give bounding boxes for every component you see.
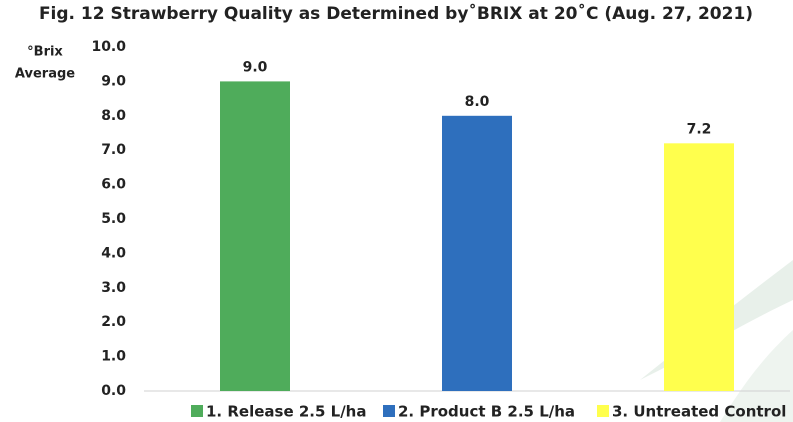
legend-label: 2. Product B 2.5 L/ha — [398, 403, 575, 421]
data-label: 8.0 — [465, 94, 490, 110]
bar — [664, 143, 734, 391]
legend-label: 3. Untreated Control — [612, 403, 786, 421]
y-tick-label: 10.0 — [91, 39, 126, 55]
data-label: 9.0 — [243, 59, 268, 75]
y-tick-label: 8.0 — [101, 108, 126, 124]
legend-swatch — [597, 405, 609, 417]
bar — [442, 115, 512, 392]
y-tick-label: 6.0 — [101, 177, 126, 193]
y-tick-label: 1.0 — [101, 349, 126, 365]
background-swoosh — [720, 330, 793, 422]
legend-swatch — [191, 405, 203, 417]
legend-swatch — [383, 405, 395, 417]
y-tick-label: 2.0 — [101, 314, 126, 330]
y-tick-label: 7.0 — [101, 142, 126, 158]
y-tick-label: 3.0 — [101, 280, 126, 296]
data-label: 7.2 — [687, 121, 712, 137]
bar — [220, 81, 290, 392]
y-tick-label: 9.0 — [101, 73, 126, 89]
y-axis-label: Average — [15, 67, 75, 82]
y-tick-label: 5.0 — [101, 211, 126, 227]
y-tick-label: 4.0 — [101, 245, 126, 261]
chart-title: Fig. 12 Strawberry Quality as Determined… — [39, 2, 753, 24]
legend-label: 1. Release 2.5 L/ha — [206, 403, 366, 421]
y-tick-label: 0.0 — [101, 383, 126, 399]
y-axis-label: °Brix — [27, 45, 63, 60]
